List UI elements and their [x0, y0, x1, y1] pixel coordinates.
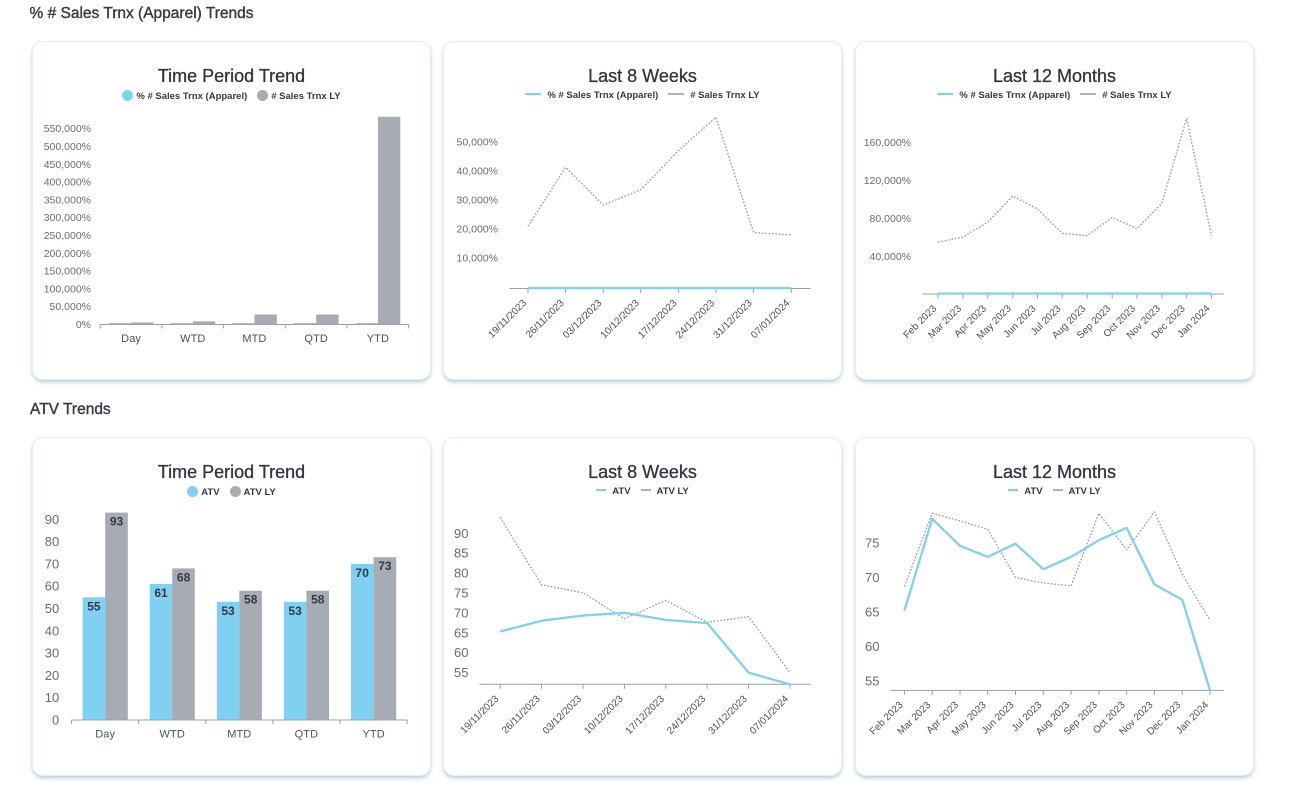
svg-text:120,000%: 120,000% — [864, 175, 911, 187]
svg-text:50: 50 — [45, 601, 59, 616]
svg-text:65: 65 — [865, 605, 879, 620]
svg-text:24/12/2023: 24/12/2023 — [674, 298, 717, 341]
svg-text:40,000%: 40,000% — [457, 166, 498, 178]
svg-text:19/11/2023: 19/11/2023 — [459, 693, 502, 736]
svg-text:55: 55 — [87, 599, 101, 613]
svg-text:31/12/2023: 31/12/2023 — [712, 298, 755, 341]
svg-text:31/12/2023: 31/12/2023 — [707, 693, 750, 736]
svg-text:30,000%: 30,000% — [457, 195, 498, 207]
svg-text:68: 68 — [177, 570, 191, 584]
svg-text:26/11/2023: 26/11/2023 — [500, 693, 543, 736]
svg-text:160,000%: 160,000% — [864, 137, 911, 149]
svg-text:53: 53 — [221, 604, 235, 618]
svg-text:03/12/2023: 03/12/2023 — [541, 693, 584, 736]
svg-text:10: 10 — [45, 690, 59, 705]
svg-text:73: 73 — [378, 559, 392, 573]
svg-text:61: 61 — [154, 586, 168, 600]
svg-text:58: 58 — [311, 593, 325, 607]
svg-text:200,000%: 200,000% — [44, 248, 91, 260]
svg-text:50,000%: 50,000% — [457, 137, 498, 149]
svg-text:17/12/2023: 17/12/2023 — [636, 298, 679, 341]
svg-text:30: 30 — [45, 646, 59, 661]
svg-text:QTD: QTD — [295, 729, 319, 741]
svg-text:85: 85 — [454, 546, 468, 561]
svg-text:150,000%: 150,000% — [44, 266, 91, 278]
svg-text:53: 53 — [288, 604, 302, 618]
svg-text:Day: Day — [121, 333, 141, 345]
svg-text:MTD: MTD — [242, 333, 266, 345]
svg-text:60: 60 — [865, 639, 879, 654]
svg-text:YTD: YTD — [367, 333, 389, 345]
svg-text:93: 93 — [110, 515, 124, 529]
svg-text:0%: 0% — [76, 319, 91, 331]
svg-text:MTD: MTD — [227, 729, 251, 741]
svg-text:WTD: WTD — [160, 729, 185, 741]
svg-text:400,000%: 400,000% — [44, 177, 91, 189]
svg-text:250,000%: 250,000% — [44, 230, 91, 242]
svg-text:17/12/2023: 17/12/2023 — [624, 693, 667, 736]
svg-text:75: 75 — [865, 536, 879, 551]
svg-text:60: 60 — [454, 645, 468, 660]
svg-text:19/11/2023: 19/11/2023 — [486, 298, 529, 341]
svg-text:70: 70 — [45, 556, 59, 571]
svg-text:24/12/2023: 24/12/2023 — [665, 693, 708, 736]
svg-text:07/01/2024: 07/01/2024 — [748, 693, 791, 736]
svg-text:90: 90 — [454, 526, 468, 541]
svg-text:60: 60 — [45, 579, 59, 594]
svg-text:350,000%: 350,000% — [44, 194, 91, 206]
svg-text:70: 70 — [454, 605, 468, 620]
svg-text:50,000%: 50,000% — [50, 301, 91, 313]
svg-text:58: 58 — [244, 593, 258, 607]
svg-text:07/01/2024: 07/01/2024 — [749, 298, 792, 341]
svg-text:40,000%: 40,000% — [870, 251, 911, 263]
svg-text:10/12/2023: 10/12/2023 — [582, 693, 625, 736]
svg-text:70: 70 — [356, 566, 370, 580]
svg-text:20,000%: 20,000% — [457, 224, 498, 236]
svg-text:65: 65 — [454, 625, 468, 640]
svg-text:10/12/2023: 10/12/2023 — [599, 298, 642, 341]
svg-text:70: 70 — [865, 570, 879, 585]
svg-text:100,000%: 100,000% — [44, 283, 91, 295]
svg-text:500,000%: 500,000% — [44, 141, 91, 153]
svg-text:10,000%: 10,000% — [457, 253, 498, 265]
svg-text:80,000%: 80,000% — [870, 213, 911, 225]
svg-text:80: 80 — [45, 534, 59, 549]
svg-text:300,000%: 300,000% — [44, 212, 91, 224]
svg-text:450,000%: 450,000% — [44, 159, 91, 171]
svg-text:WTD: WTD — [180, 333, 205, 345]
svg-text:Day: Day — [95, 729, 115, 741]
svg-text:75: 75 — [454, 586, 468, 601]
svg-text:YTD: YTD — [362, 729, 384, 741]
svg-text:QTD: QTD — [304, 333, 328, 345]
svg-text:90: 90 — [45, 512, 59, 527]
svg-text:20: 20 — [45, 668, 59, 683]
svg-text:40: 40 — [45, 623, 59, 638]
svg-text:0: 0 — [52, 713, 59, 728]
svg-text:55: 55 — [454, 665, 468, 680]
svg-text:03/12/2023: 03/12/2023 — [561, 298, 604, 341]
svg-text:55: 55 — [865, 674, 879, 689]
svg-text:80: 80 — [454, 566, 468, 581]
svg-text:550,000%: 550,000% — [44, 123, 91, 135]
